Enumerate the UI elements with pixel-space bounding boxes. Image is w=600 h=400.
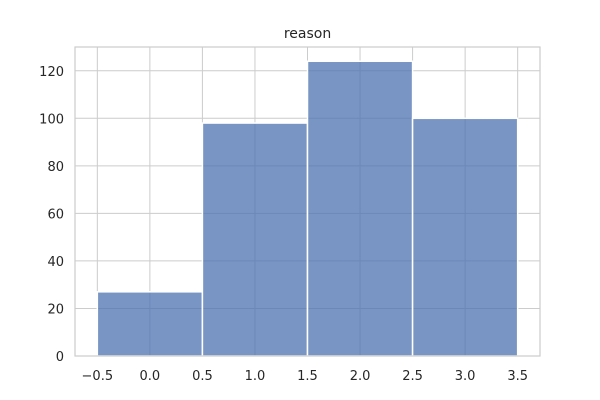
histogram-bar bbox=[306, 60, 414, 357]
x-tick-label: 2.0 bbox=[350, 369, 371, 384]
y-tick-label: 0 bbox=[56, 350, 64, 365]
x-tick-label: 0.0 bbox=[140, 369, 161, 384]
bars bbox=[96, 60, 519, 357]
y-tick-label: 120 bbox=[39, 65, 64, 80]
x-tick-label: 2.5 bbox=[402, 369, 423, 384]
y-tick-label: 40 bbox=[47, 255, 64, 270]
x-tick-label: 1.5 bbox=[297, 369, 318, 384]
plot-frame bbox=[74, 46, 541, 357]
histogram-bar bbox=[411, 117, 519, 357]
x-tick-label: −0.5 bbox=[82, 369, 114, 384]
histogram-bar bbox=[201, 122, 309, 357]
x-tick-label: 1.0 bbox=[245, 369, 266, 384]
x-tick-label: 0.5 bbox=[192, 369, 213, 384]
x-tick-labels: −0.5 0.0 0.5 1.0 1.5 2.0 2.5 3.0 3.5 bbox=[82, 369, 528, 384]
x-tick-label: 3.5 bbox=[507, 369, 528, 384]
y-tick-label: 20 bbox=[47, 302, 64, 317]
y-tick-label: 60 bbox=[47, 207, 64, 222]
chart-title: reason bbox=[284, 26, 331, 42]
x-tick-label: 3.0 bbox=[455, 369, 476, 384]
histogram-bar bbox=[96, 291, 204, 357]
y-tick-label: 80 bbox=[47, 160, 64, 175]
y-tick-labels: 0 20 40 60 80 100 120 bbox=[39, 65, 64, 365]
y-tick-label: 100 bbox=[39, 112, 64, 127]
